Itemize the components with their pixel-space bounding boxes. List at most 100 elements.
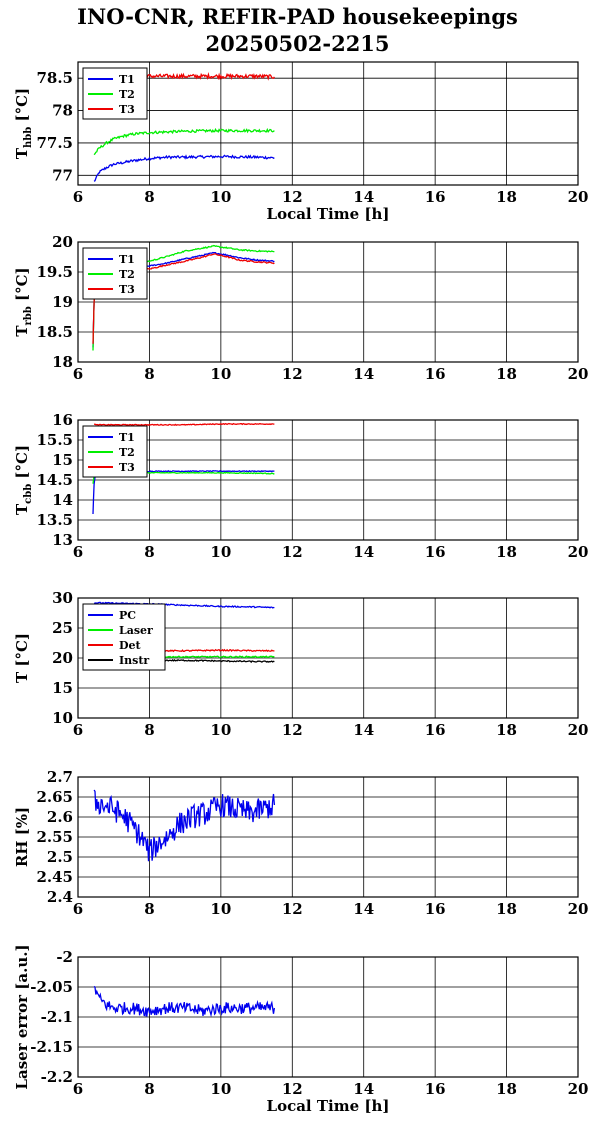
legend-label: T1: [119, 431, 135, 444]
y-tick-label: -2.05: [30, 978, 73, 996]
y-tick-label: 13: [52, 531, 73, 549]
y-tick-label: 2.4: [47, 888, 73, 906]
chart-subtitle: 20250502-2215: [205, 31, 390, 56]
x-tick-label: 20: [568, 721, 589, 739]
y-tick-label: 15: [52, 679, 73, 697]
x-tick-label: 12: [282, 365, 303, 383]
x-tick-label: 8: [144, 188, 154, 206]
x-tick-label: 12: [282, 188, 303, 206]
legend-label: T3: [119, 103, 135, 116]
series-line-data: [93, 985, 276, 1018]
y-tick-label: -2.1: [41, 1008, 73, 1026]
y-tick-label: 20: [52, 649, 73, 667]
y-tick-label: 19: [52, 293, 73, 311]
x-tick-label: 18: [496, 365, 517, 383]
x-tick-label: 16: [425, 543, 446, 561]
x-tick-label: 6: [73, 188, 83, 206]
chart-title: INO-CNR, REFIR-PAD housekeepings: [77, 4, 518, 29]
x-tick-label: 16: [425, 1080, 446, 1098]
x-axis-label: Local Time [h]: [267, 205, 390, 223]
y-tick-label: -2.2: [41, 1068, 73, 1086]
x-tick-label: 16: [425, 365, 446, 383]
x-tick-label: 20: [568, 543, 589, 561]
y-tick-label: 2.45: [36, 868, 73, 886]
y-tick-label: 2.55: [36, 828, 73, 846]
x-tick-label: 6: [73, 900, 83, 918]
x-tick-label: 18: [496, 900, 517, 918]
x-tick-label: 14: [353, 188, 374, 206]
x-tick-label: 10: [210, 1080, 231, 1098]
chart-panel-2: 6 8 10 12 14 16 18 20 18 18.5 19 19.5 20 Trbb [°C] T1 T…: [13, 233, 588, 383]
x-tick-label: 12: [282, 1080, 303, 1098]
y-axis-label: Thbb [°C]: [13, 88, 34, 159]
y-tick-label: 16: [52, 411, 73, 429]
x-tick-label: 8: [144, 1080, 154, 1098]
x-tick-label: 14: [353, 1080, 374, 1098]
y-axis-label: Tcbb [°C]: [13, 445, 34, 515]
y-tick-label: 15.5: [36, 431, 73, 449]
y-tick-label: 19.5: [36, 263, 73, 281]
chart-panel-3: 6 8 10 12 14 16 18 20 13 13.5 14 14.5 15 15.5 16 Tcbb […: [13, 411, 588, 561]
x-tick-label: 8: [144, 365, 154, 383]
x-tick-label: 16: [425, 721, 446, 739]
y-tick-label: 15: [52, 451, 73, 469]
x-tick-label: 10: [210, 721, 231, 739]
x-tick-label: 14: [353, 543, 374, 561]
y-tick-label: 25: [52, 619, 73, 637]
legend-label: T3: [119, 283, 135, 296]
x-tick-label: 14: [353, 721, 374, 739]
y-tick-label: 14.5: [36, 471, 73, 489]
legend-label: T2: [119, 268, 135, 281]
y-tick-label: 78.5: [36, 69, 73, 87]
x-tick-label: 14: [353, 900, 374, 918]
series-line-t3: [94, 422, 275, 427]
legend-label: PC: [119, 609, 136, 622]
y-tick-label: 78: [52, 102, 73, 120]
x-tick-label: 10: [210, 188, 231, 206]
y-tick-label: 2.6: [47, 808, 73, 826]
x-tick-label: 8: [144, 721, 154, 739]
y-tick-label: -2: [56, 948, 73, 966]
y-tick-label: 18: [52, 353, 73, 371]
y-tick-label: 2.5: [47, 848, 73, 866]
y-tick-label: 10: [52, 709, 73, 727]
x-tick-label: 10: [210, 365, 231, 383]
x-tick-label: 20: [568, 365, 589, 383]
y-tick-label: 18.5: [36, 323, 73, 341]
legend-label: Laser: [119, 624, 153, 637]
plot-frame: [77, 61, 579, 186]
legend-label: T3: [119, 461, 135, 474]
x-tick-label: 20: [568, 188, 589, 206]
x-tick-label: 8: [144, 900, 154, 918]
y-tick-label: 14: [52, 491, 73, 509]
x-tick-label: 12: [282, 543, 303, 561]
legend-label: T2: [119, 446, 135, 459]
y-tick-label: -2.15: [30, 1038, 73, 1056]
x-tick-label: 18: [496, 543, 517, 561]
series-line-data: [93, 789, 276, 862]
y-tick-label: 20: [52, 233, 73, 251]
x-tick-label: 20: [568, 1080, 589, 1098]
plot-frame: [77, 241, 579, 363]
chart-panel-4: 6 8 10 12 14 16 18 20 10 15 20 25 30 T [°C] PC Laser Det…: [13, 589, 588, 739]
x-tick-label: 10: [210, 543, 231, 561]
legend-label: T1: [119, 73, 135, 86]
x-tick-label: 8: [144, 543, 154, 561]
x-tick-label: 18: [496, 1080, 517, 1098]
x-tick-label: 20: [568, 900, 589, 918]
series-line-t2: [93, 127, 275, 156]
y-tick-label: 13.5: [36, 511, 73, 529]
legend-label: Det: [119, 639, 142, 652]
x-tick-label: 6: [73, 721, 83, 739]
legend-label: Instr: [119, 654, 149, 667]
y-tick-label: 77: [52, 166, 73, 184]
plot-frame: [77, 956, 579, 1078]
y-axis-label: RH [%]: [13, 807, 31, 867]
y-tick-label: 2.7: [47, 768, 73, 786]
y-tick-label: 2.65: [36, 788, 73, 806]
x-tick-label: 16: [425, 900, 446, 918]
x-tick-label: 18: [496, 721, 517, 739]
x-tick-label: 6: [73, 1080, 83, 1098]
x-tick-label: 16: [425, 188, 446, 206]
